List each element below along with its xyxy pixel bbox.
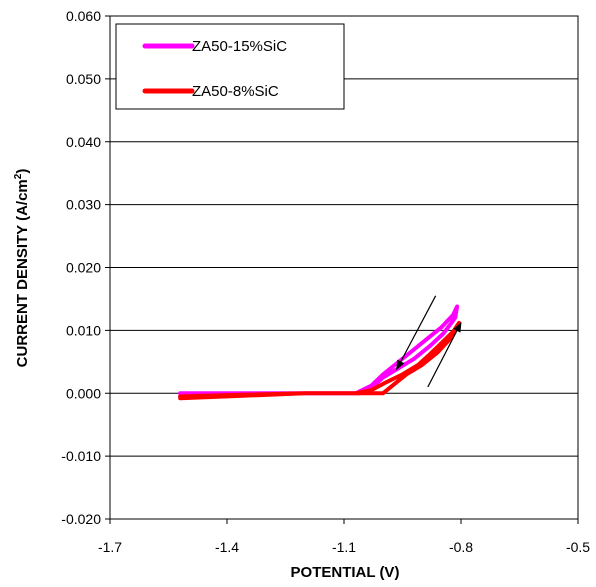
y-tick-label-7: 0.050 (66, 71, 101, 87)
arrow-up-right (427, 321, 462, 388)
series-layer (178, 304, 461, 401)
series-line-1 (178, 304, 460, 399)
y-axis-title-close: ) (14, 169, 31, 174)
y-axis-ticks: -0.020 -0.010 0.000 0.010 0.020 0.030 0.040 0.0… (61, 8, 110, 527)
y-tick-label-8: 0.060 (66, 8, 101, 24)
y-tick-label-6: 0.040 (66, 134, 101, 150)
x-axis-ticks: -1.7 -1.4 -1.1 -0.8 -0.5 (98, 519, 590, 555)
y-tick-label-5: 0.030 (66, 197, 101, 213)
y-tick-label-3: 0.010 (66, 322, 101, 338)
legend-label-series-1: ZA50-15%SiC (192, 38, 287, 55)
x-axis-title: POTENTIAL (V) (291, 564, 400, 581)
x-tick-label-1: -1.4 (215, 539, 239, 555)
y-tick-label-0: -0.020 (61, 511, 101, 527)
x-tick-label-0: -1.7 (98, 539, 122, 555)
y-axis-title: CURRENT DENSITY (A/cm2) (13, 169, 31, 368)
x-tick-label-4: -0.5 (566, 539, 590, 555)
legend-box (115, 23, 345, 110)
y-axis-title-superscript: 2 (13, 173, 24, 179)
y-tick-label-1: -0.010 (61, 448, 101, 464)
x-tick-label-2: -1.1 (332, 539, 356, 555)
y-tick-label-2: 0.000 (66, 385, 101, 401)
legend: ZA50-15%SiC ZA50-8%SiC (115, 23, 345, 110)
annotations (396, 295, 462, 388)
y-axis-title-main: CURRENT DENSITY (A/cm (14, 179, 31, 367)
series-line-2 (178, 320, 461, 401)
arrow-down-left (396, 295, 437, 371)
y-tick-label-4: 0.020 (66, 260, 101, 276)
legend-label-series-2: ZA50-8%SiC (192, 83, 279, 100)
x-tick-label-3: -0.8 (449, 539, 473, 555)
